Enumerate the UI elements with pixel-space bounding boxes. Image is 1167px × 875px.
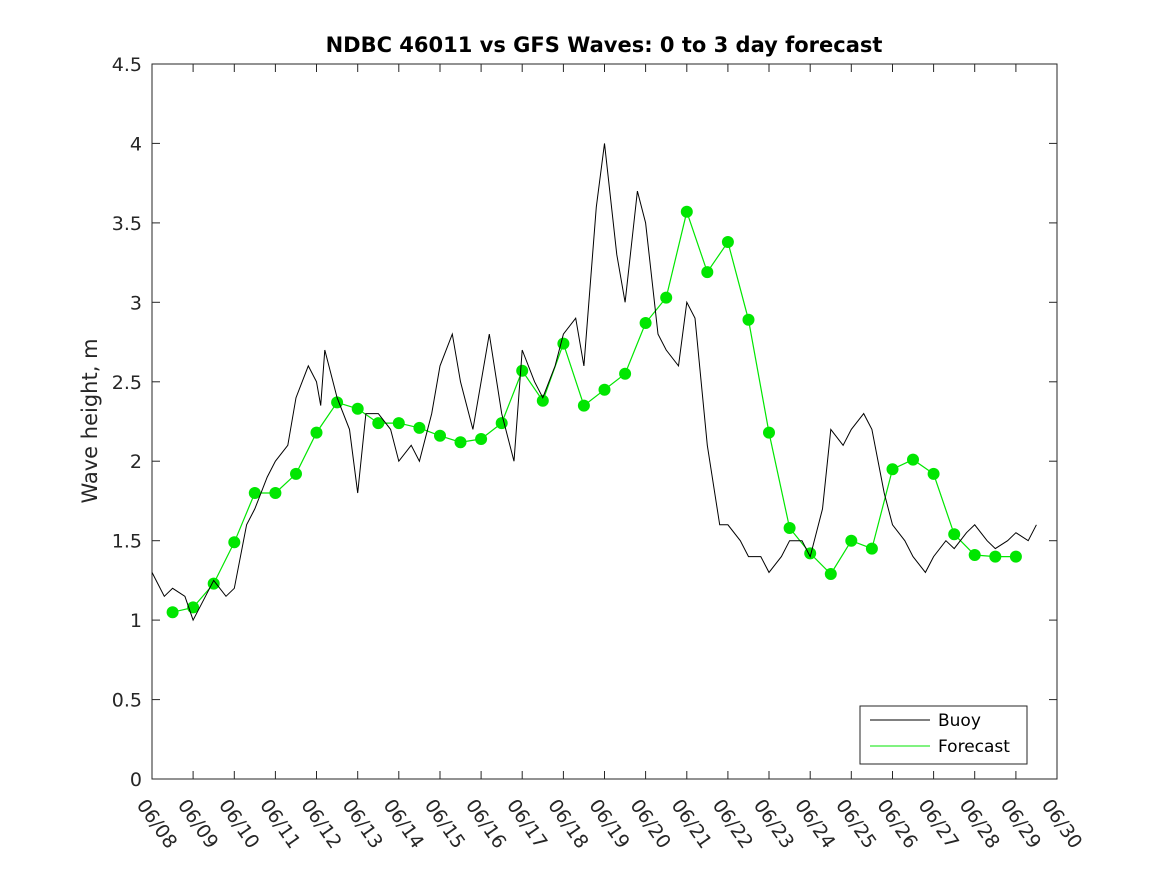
y-tick-label: 3 [130,292,142,314]
forecast-point [968,549,981,561]
forecast-point [577,399,590,412]
legend: Buoy Forecast [859,705,1028,765]
y-tick-label: 0 [130,769,142,791]
forecast-point [269,487,282,499]
buoy-line [151,143,1037,622]
forecast-point [948,528,961,541]
forecast-point [516,364,529,377]
forecast-point [639,317,652,329]
legend-buoy-label: Buoy [938,711,981,731]
forecast-point [351,402,364,415]
y-tick-label: 1.5 [112,531,142,553]
forecast-point [228,536,241,549]
forecast-point [619,367,632,380]
y-tick-label: 1 [130,610,142,632]
forecast-point [989,550,1002,563]
forecast-point [742,313,755,326]
forecast-point [557,337,570,350]
y-tick-label: 3.5 [112,213,142,235]
forecast-point [783,522,796,534]
y-tick-label: 0.5 [112,690,142,712]
forecast-point [475,433,488,445]
y-tick-label: 2.5 [112,372,142,394]
legend-forecast-label: Forecast [938,737,1010,757]
forecast-line [172,209,1016,613]
forecast-point [495,417,508,430]
forecast-point [1009,550,1022,563]
y-axis-label: Wave height, m [78,338,102,503]
forecast-point [598,383,611,396]
chart-title: NDBC 46011 vs GFS Waves: 0 to 3 day fore… [326,33,883,57]
forecast-point [660,291,673,304]
forecast-point [166,606,179,619]
forecast-point [701,266,714,279]
forecast-point [392,417,405,430]
forecast-point [763,426,775,439]
forecast-point [372,417,385,430]
forecast-point [310,426,323,439]
forecast-point [248,487,261,499]
forecast-point [907,453,919,466]
legend-box [859,705,1028,765]
y-tick-label: 2 [130,451,142,473]
forecast-point [927,467,940,480]
forecast-point [680,205,693,218]
forecast-point [454,436,467,449]
forecast-point [290,467,302,480]
y-tick-label: 4 [130,133,142,155]
forecast-point [413,421,426,434]
y-tick-label: 4.5 [112,54,142,76]
forecast-point [536,394,549,407]
forecast-point [721,236,734,248]
forecast-point [886,463,899,476]
forecast-point [865,542,878,555]
forecast-point [434,429,446,442]
forecast-point [824,568,837,580]
forecast-point [845,534,858,547]
